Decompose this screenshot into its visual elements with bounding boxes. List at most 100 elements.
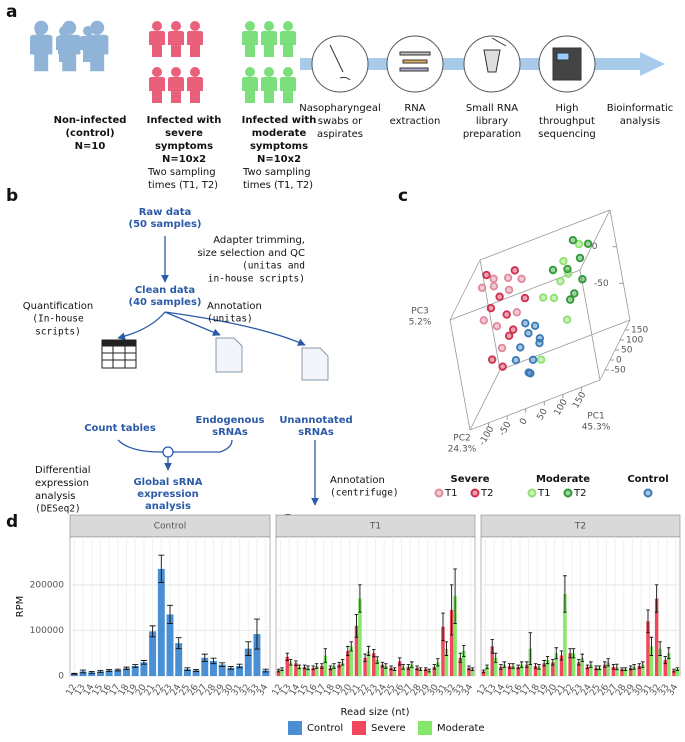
error-bar bbox=[285, 652, 289, 661]
bar bbox=[183, 669, 191, 676]
error-bar bbox=[458, 652, 463, 663]
point bbox=[492, 321, 502, 331]
x-tick-label: 27 bbox=[400, 683, 414, 698]
error-bar bbox=[545, 655, 550, 665]
error-bar bbox=[158, 554, 165, 584]
error-bar bbox=[606, 658, 610, 667]
bar bbox=[358, 598, 362, 676]
bar bbox=[349, 646, 354, 676]
y-tick-label: 50 bbox=[621, 346, 633, 356]
point bbox=[526, 369, 535, 378]
bar bbox=[192, 670, 200, 676]
x-axis-title: Read size (nt) bbox=[341, 707, 410, 718]
error-bar bbox=[580, 653, 584, 662]
error-bar bbox=[354, 614, 359, 638]
step-label: analysis bbox=[620, 116, 661, 127]
error-bar bbox=[210, 657, 217, 665]
error-bar bbox=[537, 664, 541, 670]
group-label: N=10 bbox=[75, 141, 106, 152]
error-bar bbox=[149, 625, 156, 638]
error-bar bbox=[654, 584, 659, 613]
error-bar bbox=[441, 612, 445, 641]
box-edge bbox=[449, 259, 481, 321]
step-label: High bbox=[556, 103, 579, 114]
x-tick-label: 25 bbox=[588, 683, 602, 698]
x-tick-label: 13 bbox=[279, 683, 293, 698]
error-bar bbox=[675, 667, 680, 671]
error-bar bbox=[646, 609, 650, 634]
point bbox=[498, 362, 507, 371]
x-tick-label: 25 bbox=[383, 683, 397, 698]
bar bbox=[525, 664, 529, 676]
x-tick-label: 23 bbox=[160, 683, 174, 698]
x-tick-label: 50 bbox=[536, 407, 551, 422]
point bbox=[486, 303, 496, 313]
bar bbox=[589, 664, 593, 676]
bar bbox=[346, 650, 350, 676]
bar bbox=[306, 667, 310, 676]
step-label: preparation bbox=[463, 129, 521, 140]
bar bbox=[302, 666, 307, 676]
bar bbox=[516, 666, 520, 676]
point bbox=[549, 293, 559, 303]
bar bbox=[114, 670, 122, 676]
point bbox=[489, 282, 499, 291]
bar bbox=[88, 672, 96, 676]
group-note: Two sampling bbox=[242, 167, 311, 178]
error-bar bbox=[641, 661, 645, 668]
x-tick-label: 17 bbox=[519, 683, 533, 698]
group-label: symptoms bbox=[155, 141, 213, 152]
bar bbox=[533, 665, 538, 676]
bar bbox=[123, 668, 130, 676]
x-tick-label: 12 bbox=[476, 683, 490, 698]
x-tick-label: 22 bbox=[152, 683, 166, 698]
bar bbox=[236, 665, 244, 676]
people-severe bbox=[149, 21, 203, 103]
bar bbox=[380, 664, 385, 676]
point bbox=[548, 265, 558, 275]
x-tick-label: 21 bbox=[143, 683, 157, 698]
facet-title: Control bbox=[154, 522, 187, 532]
error-bar bbox=[436, 658, 440, 667]
x-tick-label: 23 bbox=[571, 683, 585, 698]
node-label: Global sRNA bbox=[133, 477, 202, 488]
x-tick-label: 27 bbox=[195, 683, 209, 698]
node-label: Differential bbox=[35, 465, 91, 476]
point bbox=[497, 343, 507, 353]
x-tick-label: 22 bbox=[562, 683, 576, 698]
error-bar bbox=[106, 669, 113, 672]
bar bbox=[444, 648, 449, 676]
error-bar bbox=[340, 659, 345, 666]
error-bar bbox=[449, 584, 454, 636]
error-bar bbox=[389, 665, 393, 671]
error-bar bbox=[167, 604, 173, 625]
bar bbox=[568, 653, 572, 676]
error-bar bbox=[332, 663, 336, 669]
bar bbox=[563, 593, 567, 676]
bar bbox=[637, 665, 642, 676]
x-tick-label: 33 bbox=[657, 683, 671, 698]
error-bar bbox=[533, 663, 538, 669]
error-bar bbox=[401, 664, 405, 670]
bar bbox=[620, 669, 624, 676]
bar bbox=[253, 634, 261, 676]
point bbox=[556, 277, 565, 286]
bar bbox=[320, 665, 324, 676]
error-bar bbox=[563, 575, 567, 613]
error-bar bbox=[366, 645, 371, 656]
error-bar bbox=[611, 664, 616, 670]
point bbox=[503, 273, 513, 283]
legend-key bbox=[288, 721, 302, 735]
legend-marker bbox=[527, 488, 537, 498]
point bbox=[524, 329, 533, 338]
error-bar bbox=[358, 584, 362, 613]
node-label: scripts) bbox=[35, 327, 81, 338]
point bbox=[482, 270, 491, 280]
error-bar bbox=[280, 667, 284, 671]
point bbox=[575, 253, 585, 263]
error-bar bbox=[672, 668, 676, 673]
error-bar bbox=[528, 632, 533, 666]
point bbox=[568, 235, 578, 245]
error-bar bbox=[585, 664, 590, 670]
node-label: Count tables bbox=[84, 423, 156, 434]
